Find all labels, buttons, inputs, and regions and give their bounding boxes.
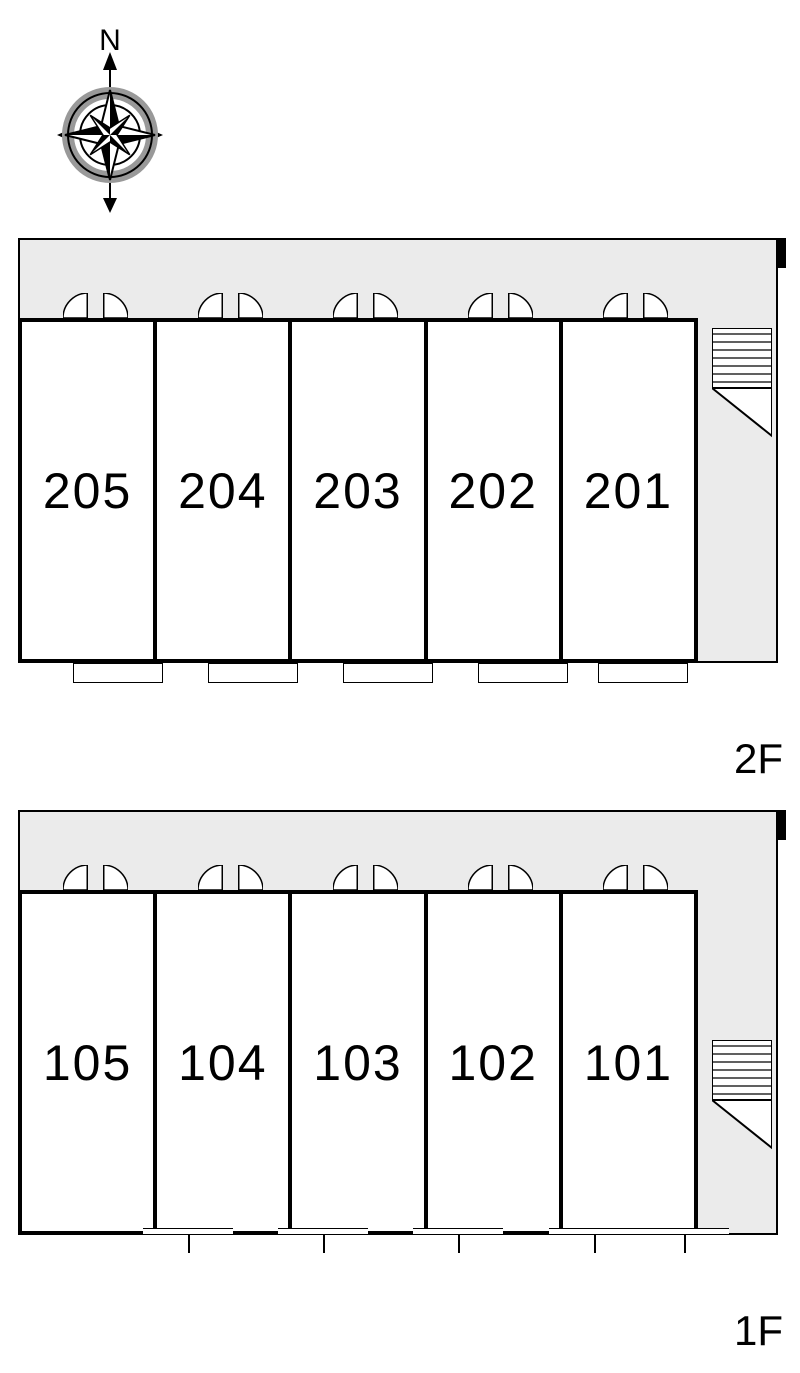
unit: 104	[157, 894, 292, 1231]
unit-label: 203	[313, 462, 402, 520]
unit: 103	[292, 894, 427, 1231]
unit-label: 102	[448, 1034, 537, 1092]
wall-stub	[458, 1235, 460, 1253]
wall-stub	[594, 1235, 596, 1253]
unit-label: 101	[584, 1034, 673, 1092]
unit-label: 204	[178, 462, 267, 520]
floor-label: 1F	[734, 1307, 783, 1355]
unit: 202	[428, 322, 563, 659]
balcony	[73, 663, 163, 683]
side-area	[698, 238, 778, 663]
wall-stub	[323, 1235, 325, 1253]
side-area	[698, 810, 778, 1235]
unit-label: 105	[43, 1034, 132, 1092]
compass: N	[55, 20, 165, 220]
wall-stub	[776, 810, 786, 840]
balcony	[208, 663, 298, 683]
unit-row: 105 104 103 102 101	[18, 890, 698, 1235]
unit: 205	[22, 322, 157, 659]
unit: 201	[563, 322, 694, 659]
balcony	[478, 663, 568, 683]
unit: 101	[563, 894, 694, 1231]
wall-stub	[188, 1235, 190, 1253]
floor-plan-f1: 105104103102101 1F	[18, 810, 778, 1310]
unit: 105	[22, 894, 157, 1231]
unit-label: 205	[43, 462, 132, 520]
unit: 203	[292, 322, 427, 659]
stairs-icon	[712, 328, 772, 443]
unit-label: 201	[584, 462, 673, 520]
unit: 204	[157, 322, 292, 659]
unit-row: 205 204 203 202 201	[18, 318, 698, 663]
balcony	[343, 663, 433, 683]
window-sill	[278, 1228, 368, 1235]
window-sill	[549, 1228, 639, 1235]
balcony	[598, 663, 688, 683]
unit-label: 202	[448, 462, 537, 520]
floor-plan-f2: 205204203202201 2F	[18, 238, 778, 738]
unit: 102	[428, 894, 563, 1231]
stairs-icon	[712, 1040, 772, 1155]
window-sill	[413, 1228, 503, 1235]
wall-stub	[776, 238, 786, 268]
window-sill	[143, 1228, 233, 1235]
unit-label: 104	[178, 1034, 267, 1092]
floor-label: 2F	[734, 735, 783, 783]
wall-stub	[684, 1235, 686, 1253]
unit-label: 103	[313, 1034, 402, 1092]
window-sill	[639, 1228, 729, 1235]
